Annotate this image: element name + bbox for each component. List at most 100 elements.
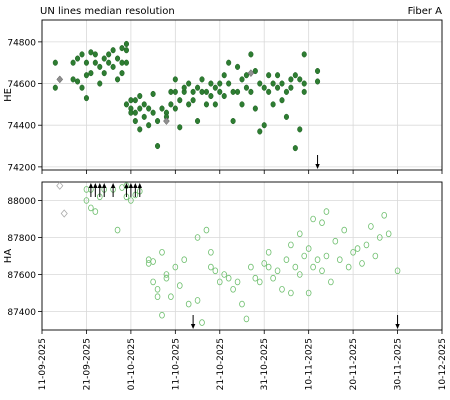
ha-point xyxy=(234,278,241,286)
xtick-label: 11-09-2025 xyxy=(38,338,48,390)
ha-point xyxy=(128,197,134,204)
he-point xyxy=(115,55,121,62)
ha-point xyxy=(305,289,312,297)
he-point xyxy=(243,84,249,91)
he-panel: 74200 74400 74600 74800 HE xyxy=(3,19,443,174)
ha-point xyxy=(323,208,330,215)
he-point xyxy=(123,59,129,66)
ha-point xyxy=(376,234,383,241)
he-point xyxy=(137,126,143,133)
ha-offscale-arrowhead xyxy=(110,183,116,188)
ha-offscale-arrowhead xyxy=(395,324,400,329)
he-point xyxy=(168,101,174,108)
ha-point xyxy=(212,267,219,275)
he-point xyxy=(261,122,267,129)
he-point xyxy=(106,59,112,66)
ha-point xyxy=(225,274,232,282)
ha-point xyxy=(163,274,170,282)
ha-point xyxy=(239,300,245,308)
he-point xyxy=(208,80,214,87)
he-point xyxy=(70,76,76,83)
he-point xyxy=(212,101,218,108)
ha-point xyxy=(172,263,179,271)
xtick-label: 30-11-2025 xyxy=(394,338,404,390)
ha-point xyxy=(368,223,374,230)
he-point xyxy=(123,101,129,108)
he-ytick-label: 74200 xyxy=(7,163,36,173)
he-frame xyxy=(41,19,443,171)
xtick-label: 11-10-2025 xyxy=(171,338,181,390)
ha-point xyxy=(314,256,321,264)
he-point xyxy=(159,105,165,112)
he-point xyxy=(212,84,218,91)
he-point xyxy=(150,90,156,98)
ha-point xyxy=(265,263,272,271)
he-point xyxy=(217,80,223,87)
ha-point xyxy=(88,204,94,212)
he-point xyxy=(190,97,196,104)
ha-point xyxy=(176,282,183,289)
he-point xyxy=(301,51,307,58)
ha-ytick-label: 87600 xyxy=(7,271,36,281)
ha-point xyxy=(279,285,285,293)
he-point xyxy=(275,72,281,79)
he-point xyxy=(181,84,187,91)
he-point xyxy=(217,88,223,95)
ha-point xyxy=(363,241,370,249)
he-point xyxy=(123,40,129,48)
ha-point xyxy=(248,263,254,271)
ha-point xyxy=(336,256,343,264)
ha-point xyxy=(221,271,228,278)
he-point xyxy=(252,105,258,112)
ha-offscale-arrowhead xyxy=(133,183,138,188)
he-point xyxy=(101,70,107,77)
he-point xyxy=(83,59,89,66)
ha-point xyxy=(305,245,312,252)
ha-offscale-arrowhead xyxy=(93,183,98,188)
he-point xyxy=(186,80,192,87)
ha-outlier-point xyxy=(60,209,68,218)
he-point xyxy=(177,97,183,104)
ha-point xyxy=(243,315,250,323)
ha-point xyxy=(154,285,161,293)
he-point xyxy=(137,92,143,100)
he-point xyxy=(208,92,214,100)
ha-point xyxy=(323,252,330,260)
he-point xyxy=(83,95,89,102)
ha-point xyxy=(301,252,308,260)
he-point xyxy=(52,59,58,66)
ha-offscale-arrowhead xyxy=(137,183,142,188)
he-point xyxy=(239,101,245,108)
ha-point xyxy=(159,311,165,319)
he-point xyxy=(132,97,138,104)
he-point xyxy=(150,109,156,116)
ha-point xyxy=(354,245,361,252)
he-point xyxy=(70,59,76,66)
he-outlier-point xyxy=(247,69,255,78)
ha-ytick-label: 87400 xyxy=(7,308,36,318)
ha-point xyxy=(296,230,303,238)
he-point xyxy=(275,84,281,91)
he-point xyxy=(172,105,178,112)
ha-point xyxy=(163,271,170,278)
he-point xyxy=(141,113,147,120)
ha-point xyxy=(283,256,290,264)
he-point xyxy=(203,101,209,108)
ha-ylabel: HA xyxy=(3,249,14,264)
ha-point xyxy=(230,285,236,293)
ha-point xyxy=(252,274,259,282)
he-point xyxy=(288,84,294,91)
ha-offscale-arrowhead xyxy=(88,183,94,188)
he-point xyxy=(270,80,276,87)
ha-point xyxy=(150,258,156,265)
he-point xyxy=(88,49,94,56)
he-offscale-arrowhead xyxy=(315,164,320,169)
ha-point xyxy=(261,260,268,267)
he-point xyxy=(283,113,289,120)
ha-point xyxy=(181,256,188,264)
he-point xyxy=(230,117,236,125)
ha-point xyxy=(114,226,121,234)
he-outlier-point xyxy=(163,117,170,125)
he-point xyxy=(83,72,89,79)
ha-point xyxy=(288,289,294,297)
